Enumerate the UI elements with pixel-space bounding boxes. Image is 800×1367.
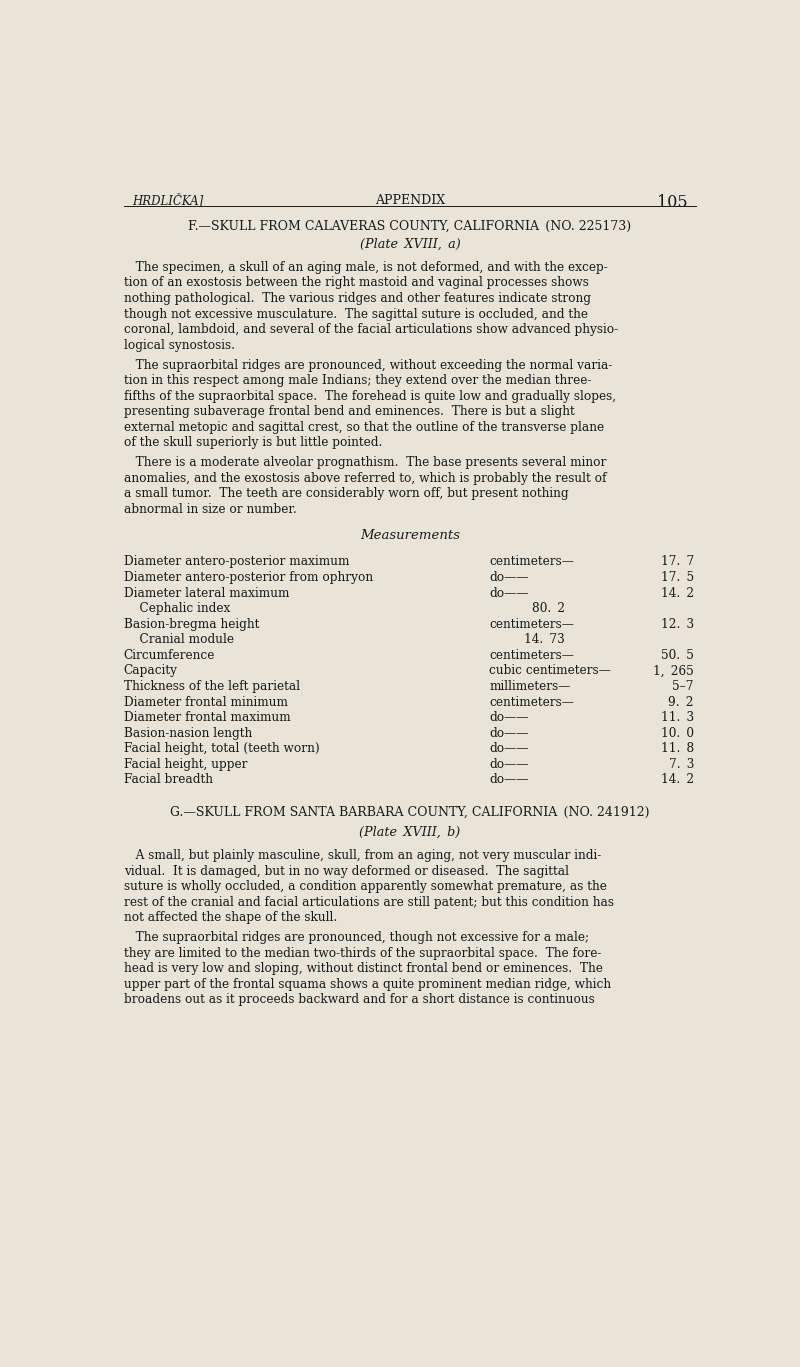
Text: Thickness of the left parietal: Thickness of the left parietal: [123, 679, 300, 693]
Text: do——: do——: [490, 742, 529, 756]
Text: do——: do——: [490, 571, 529, 584]
Text: vidual.  It is damaged, but in no way deformed or diseased.  The sagittal: vidual. It is damaged, but in no way def…: [123, 865, 569, 878]
Text: Circumference: Circumference: [123, 649, 215, 662]
Text: tion in this respect among male Indians; they extend over the median three-: tion in this respect among male Indians;…: [123, 375, 591, 387]
Text: coronal, lambdoid, and several of the facial articulations show advanced physio-: coronal, lambdoid, and several of the fa…: [123, 323, 618, 336]
Text: A small, but plainly masculine, skull, from an aging, not very muscular indi-: A small, but plainly masculine, skull, f…: [123, 849, 601, 863]
Text: Basion-bregma height: Basion-bregma height: [123, 618, 259, 630]
Text: suture is wholly occluded, a condition apparently somewhat premature, as the: suture is wholly occluded, a condition a…: [123, 880, 606, 893]
Text: 105: 105: [657, 194, 688, 211]
Text: though not excessive musculature.  The sagittal suture is occluded, and the: though not excessive musculature. The sa…: [123, 308, 587, 321]
Text: 10. 0: 10. 0: [661, 727, 694, 740]
Text: Measurements: Measurements: [360, 529, 460, 543]
Text: APPENDIX: APPENDIX: [375, 194, 445, 206]
Text: Cephalic index: Cephalic index: [123, 601, 230, 615]
Text: do——: do——: [490, 711, 529, 725]
Text: 17. 7: 17. 7: [661, 555, 694, 569]
Text: centimeters—: centimeters—: [490, 649, 574, 662]
Text: fifths of the supraorbital space.  The forehead is quite low and gradually slope: fifths of the supraorbital space. The fo…: [123, 390, 616, 403]
Text: Diameter frontal minimum: Diameter frontal minimum: [123, 696, 287, 708]
Text: HRDLIČKA]: HRDLIČKA]: [132, 194, 203, 208]
Text: Facial breadth: Facial breadth: [123, 774, 213, 786]
Text: external metopic and sagittal crest, so that the outline of the transverse plane: external metopic and sagittal crest, so …: [123, 421, 604, 433]
Text: 14. 73: 14. 73: [524, 633, 565, 647]
Text: 80. 2: 80. 2: [532, 601, 565, 615]
Text: Capacity: Capacity: [123, 664, 178, 678]
Text: presenting subaverage frontal bend and eminences.  There is but a slight: presenting subaverage frontal bend and e…: [123, 405, 574, 418]
Text: do——: do——: [490, 727, 529, 740]
Text: 12. 3: 12. 3: [661, 618, 694, 630]
Text: abnormal in size or number.: abnormal in size or number.: [123, 503, 296, 515]
Text: rest of the cranial and facial articulations are still patent; but this conditio: rest of the cranial and facial articulat…: [123, 895, 614, 909]
Text: Diameter frontal maximum: Diameter frontal maximum: [123, 711, 290, 725]
Text: Facial height, total (teeth worn): Facial height, total (teeth worn): [123, 742, 319, 756]
Text: not affected the shape of the skull.: not affected the shape of the skull.: [123, 912, 337, 924]
Text: Basion-nasion length: Basion-nasion length: [123, 727, 252, 740]
Text: a small tumor.  The teeth are considerably worn off, but present nothing: a small tumor. The teeth are considerabl…: [123, 488, 568, 500]
Text: There is a moderate alveolar prognathism.  The base presents several minor: There is a moderate alveolar prognathism…: [123, 457, 606, 469]
Text: G.—SKULL FROM SANTA BARBARA COUNTY, CALIFORNIA (NO. 241912): G.—SKULL FROM SANTA BARBARA COUNTY, CALI…: [170, 807, 650, 819]
Text: (Plate XVIII, b): (Plate XVIII, b): [359, 826, 461, 839]
Text: 14. 2: 14. 2: [661, 586, 694, 600]
Text: cubic centimeters—: cubic centimeters—: [490, 664, 611, 678]
Text: of the skull superiorly is but little pointed.: of the skull superiorly is but little po…: [123, 436, 382, 450]
Text: centimeters—: centimeters—: [490, 696, 574, 708]
Text: do——: do——: [490, 774, 529, 786]
Text: nothing pathological.  The various ridges and other features indicate strong: nothing pathological. The various ridges…: [123, 293, 590, 305]
Text: Diameter antero-posterior maximum: Diameter antero-posterior maximum: [123, 555, 349, 569]
Text: they are limited to the median two-thirds of the supraorbital space.  The fore-: they are limited to the median two-third…: [123, 947, 601, 960]
Text: anomalies, and the exostosis above referred to, which is probably the result of: anomalies, and the exostosis above refer…: [123, 472, 606, 485]
Text: 1, 265: 1, 265: [654, 664, 694, 678]
Text: The supraorbital ridges are pronounced, though not excessive for a male;: The supraorbital ridges are pronounced, …: [123, 931, 589, 945]
Text: centimeters—: centimeters—: [490, 618, 574, 630]
Text: 17. 5: 17. 5: [661, 571, 694, 584]
Text: 5–7: 5–7: [673, 679, 694, 693]
Text: logical synostosis.: logical synostosis.: [123, 339, 234, 351]
Text: head is very low and sloping, without distinct frontal bend or eminences.  The: head is very low and sloping, without di…: [123, 962, 602, 975]
Text: do——: do——: [490, 586, 529, 600]
Text: Cranial module: Cranial module: [123, 633, 234, 647]
Text: 11. 3: 11. 3: [661, 711, 694, 725]
Text: broadens out as it proceeds backward and for a short distance is continuous: broadens out as it proceeds backward and…: [123, 994, 594, 1006]
Text: 7. 3: 7. 3: [669, 757, 694, 771]
Text: Diameter lateral maximum: Diameter lateral maximum: [123, 586, 289, 600]
Text: Facial height, upper: Facial height, upper: [123, 757, 247, 771]
Text: The supraorbital ridges are pronounced, without exceeding the normal varia-: The supraorbital ridges are pronounced, …: [123, 358, 612, 372]
Text: F.—SKULL FROM CALAVERAS COUNTY, CALIFORNIA (NO. 225173): F.—SKULL FROM CALAVERAS COUNTY, CALIFORN…: [189, 220, 631, 232]
Text: 50. 5: 50. 5: [661, 649, 694, 662]
Text: (Plate XVIII, a): (Plate XVIII, a): [360, 238, 460, 250]
Text: 14. 2: 14. 2: [661, 774, 694, 786]
Text: 11. 8: 11. 8: [661, 742, 694, 756]
Text: upper part of the frontal squama shows a quite prominent median ridge, which: upper part of the frontal squama shows a…: [123, 977, 610, 991]
Text: Diameter antero-posterior from ophryon: Diameter antero-posterior from ophryon: [123, 571, 373, 584]
Text: The specimen, a skull of an aging male, is not deformed, and with the excep-: The specimen, a skull of an aging male, …: [123, 261, 607, 273]
Text: centimeters—: centimeters—: [490, 555, 574, 569]
Text: millimeters—: millimeters—: [490, 679, 570, 693]
Text: do——: do——: [490, 757, 529, 771]
Text: 9. 2: 9. 2: [669, 696, 694, 708]
Text: tion of an exostosis between the right mastoid and vaginal processes shows: tion of an exostosis between the right m…: [123, 276, 589, 290]
